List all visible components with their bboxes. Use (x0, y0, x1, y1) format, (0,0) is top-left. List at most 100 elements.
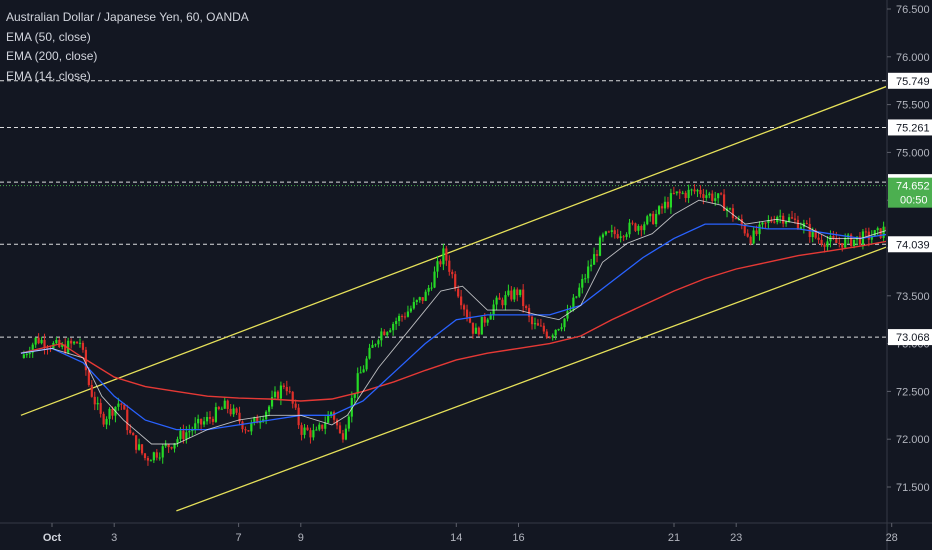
candle-body-275 (835, 238, 838, 243)
candle-body-106 (335, 419, 339, 426)
candle-body-130 (406, 311, 410, 317)
candle-body-25 (96, 402, 99, 405)
ema-14-line[interactable] (20, 148, 932, 445)
candle-body-51 (173, 443, 176, 449)
candle-body-220 (672, 193, 675, 195)
countdown-timer: 00:50 (900, 195, 928, 207)
candle-body-186 (572, 297, 575, 310)
candle-body-76 (247, 430, 250, 432)
candle-body-65 (214, 407, 217, 422)
candle-body-158 (489, 315, 492, 320)
candle-body-195 (598, 237, 602, 256)
candle-body-93 (297, 407, 300, 426)
candle-body-131 (409, 308, 412, 312)
candle-body-223 (681, 192, 684, 194)
candle-body-174 (536, 323, 540, 326)
candle-body-46 (158, 457, 161, 459)
candle-body-162 (501, 299, 504, 306)
candle-body-208 (637, 226, 640, 231)
ema-50-line[interactable] (20, 181, 932, 431)
candle-body-191 (587, 266, 590, 279)
candle-body-263 (799, 227, 802, 230)
candle-body-45 (155, 452, 158, 458)
legend-ema-14[interactable]: EMA (14, close) (6, 68, 91, 83)
candle-body-85 (273, 391, 277, 397)
candle-body-251 (764, 222, 767, 224)
level-tag-bg-0 (888, 72, 932, 89)
candle-body-252 (767, 220, 770, 223)
candle-body-145 (451, 271, 454, 275)
y-tick-label-0: 76.500 (896, 4, 930, 16)
candle-body-124 (389, 330, 392, 333)
candle-body-231 (705, 195, 708, 198)
candle-body-269 (817, 237, 820, 240)
candle-body-97 (309, 430, 312, 438)
candle-body-143 (445, 248, 448, 261)
candle-body-265 (805, 223, 808, 225)
channel-lower-line[interactable] (176, 124, 932, 512)
candle-body-197 (604, 231, 607, 235)
candle-body-99 (315, 429, 318, 431)
candle-body-83 (267, 406, 271, 412)
candle-body-173 (533, 323, 537, 325)
candle-body-211 (646, 216, 649, 225)
candle-body-154 (477, 327, 480, 335)
candle-body-108 (341, 433, 345, 440)
candle-body-215 (657, 206, 661, 214)
candle-body-128 (400, 315, 404, 317)
candle-body-62 (205, 416, 209, 422)
legend-ema-50[interactable]: EMA (50, close) (6, 29, 91, 44)
current-price-tag-bg (888, 177, 932, 208)
candle-body-78 (253, 417, 256, 423)
candle-body-187 (575, 296, 578, 298)
level-tag-bg-4 (888, 329, 932, 346)
candle-body-233 (711, 193, 714, 201)
plot-area[interactable] (0, 0, 932, 512)
candle-body-1 (25, 354, 28, 356)
candle-body-228 (696, 190, 699, 192)
candle-body-254 (773, 221, 776, 223)
candle-body-19 (78, 342, 82, 344)
candle-body-243 (740, 218, 743, 226)
channel-upper-line[interactable] (20, 0, 932, 416)
candle-body-98 (312, 430, 315, 438)
candle-body-50 (170, 447, 173, 449)
candle-body-250 (761, 222, 764, 225)
candle-body-148 (460, 296, 463, 306)
candle-body-259 (787, 217, 791, 222)
candle-body-53 (179, 430, 182, 440)
candle-body-229 (699, 190, 702, 195)
candle-body-149 (462, 305, 466, 310)
candle-body-34 (123, 404, 126, 410)
candle-body-146 (454, 274, 457, 289)
candle-body-200 (613, 230, 616, 235)
level-tag-1: 75.261 (896, 122, 930, 134)
candle-body-103 (327, 414, 330, 423)
candle-body-184 (566, 311, 569, 319)
candle-body-122 (383, 331, 386, 336)
candle-body-58 (194, 423, 197, 430)
candle-body-23 (90, 385, 93, 397)
legend-ema-200[interactable]: EMA (200, close) (6, 49, 98, 63)
candle-body-172 (530, 316, 534, 325)
candle-body-14 (64, 344, 67, 353)
candle-body-261 (793, 218, 797, 220)
candle-body-185 (569, 309, 572, 312)
chart-legend: Australian Dollar / Japanese Yen, 60, OA… (6, 8, 249, 86)
candle-body-271 (823, 244, 826, 247)
candle-body-260 (790, 217, 794, 219)
x-tick-label-1: 3 (111, 532, 117, 544)
candle-body-239 (728, 208, 732, 210)
candle-body-68 (223, 400, 226, 409)
candle-body-55 (185, 432, 188, 440)
candle-body-33 (120, 403, 123, 405)
candle-body-7 (43, 339, 46, 348)
candle-body-290 (879, 228, 882, 238)
candle-body-91 (291, 391, 294, 404)
candle-body-262 (796, 219, 800, 230)
candle-body-75 (244, 429, 247, 431)
ema-200-line[interactable] (20, 212, 932, 402)
candle-body-102 (324, 422, 327, 429)
